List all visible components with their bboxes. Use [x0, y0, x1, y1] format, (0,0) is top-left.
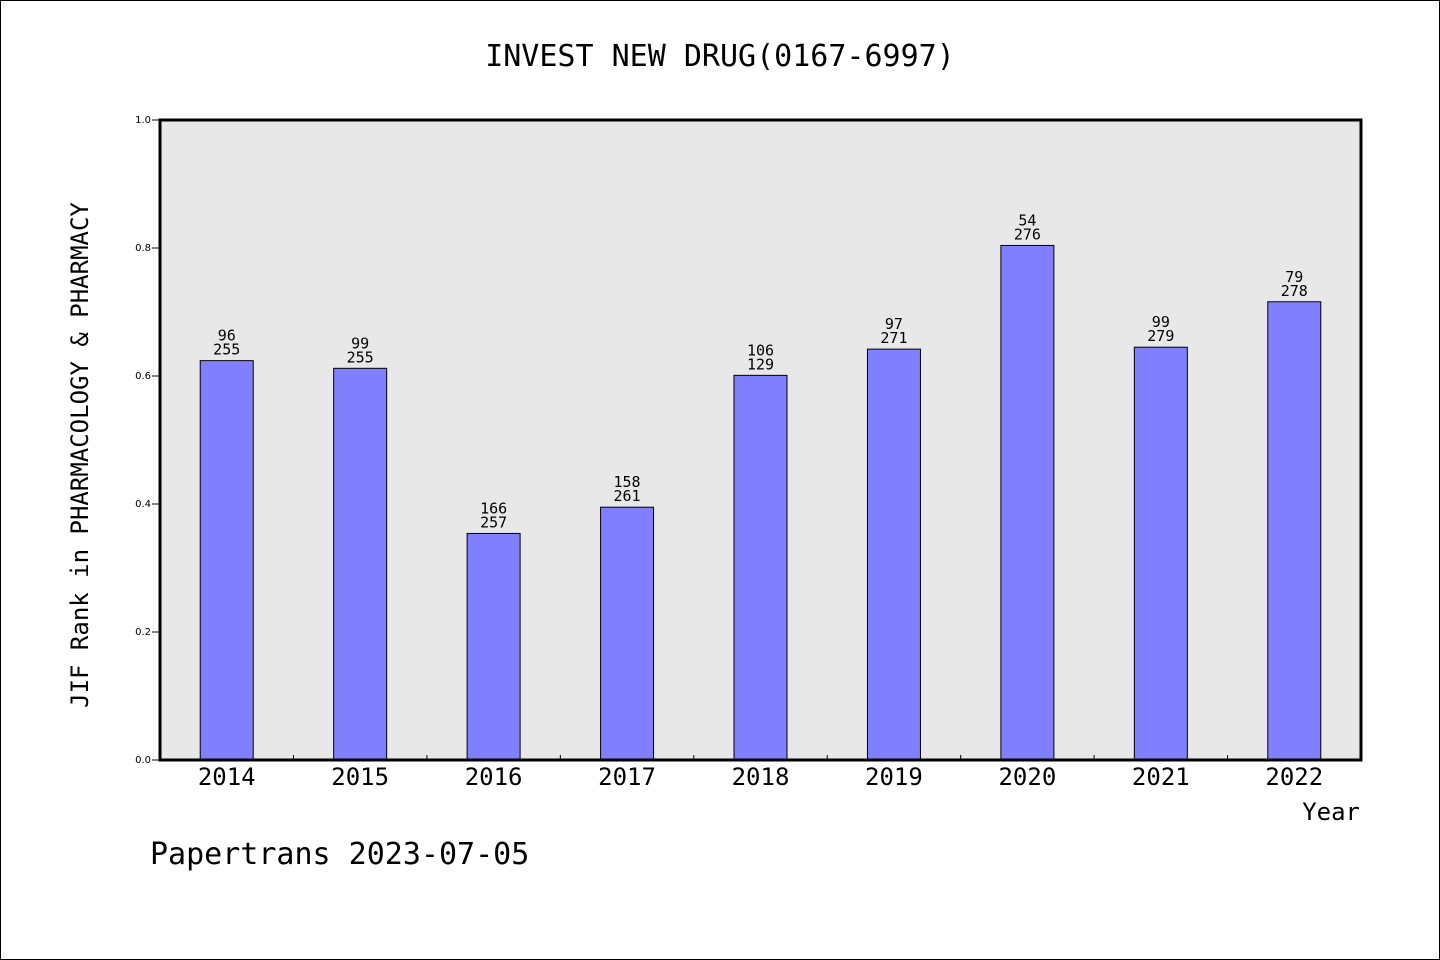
x-tick-label-2021: 2021	[1132, 763, 1190, 791]
x-tick-label-2016: 2016	[465, 763, 523, 791]
y-tick-label-0.4: 0.4	[135, 499, 151, 510]
y-tick-label-0.0: 0.0	[135, 755, 151, 766]
plot-border	[158, 118, 1363, 762]
rank-label-2017: 158	[614, 473, 641, 491]
total-label-2016: 257	[480, 513, 507, 531]
total-label-2021: 279	[1147, 327, 1174, 345]
x-tick-label-2018: 2018	[732, 763, 790, 791]
bar-2016	[466, 532, 521, 761]
total-label-2022: 278	[1281, 282, 1308, 300]
rank-label-2022: 79	[1285, 268, 1303, 286]
bar-2019	[866, 348, 921, 761]
total-label-2020: 276	[1014, 225, 1041, 243]
total-label-2015: 255	[347, 348, 374, 366]
bar-2021	[1133, 346, 1188, 761]
rank-label-2021: 99	[1152, 313, 1170, 331]
chart-title: INVEST NEW DRUG(0167-6997)	[485, 39, 955, 74]
bar-2014	[199, 360, 254, 761]
x-tick-label-2020: 2020	[998, 763, 1056, 791]
footer-credit: Papertrans 2023-07-05	[150, 837, 529, 872]
rank-label-2016: 166	[480, 499, 507, 517]
bar-2015	[333, 367, 388, 761]
x-tick-label-2019: 2019	[865, 763, 923, 791]
rank-label-2020: 54	[1018, 211, 1036, 229]
y-tick-label-0.2: 0.2	[135, 627, 151, 638]
y-tick-label-1.0: 1.0	[135, 115, 151, 126]
bar-2018	[733, 374, 788, 761]
rank-label-2015: 99	[351, 334, 369, 352]
x-axis-label: Year	[1302, 798, 1360, 826]
rank-label-2014: 96	[218, 327, 236, 345]
x-tick-label-2015: 2015	[331, 763, 389, 791]
bar-2022	[1267, 301, 1322, 761]
total-label-2018: 129	[747, 355, 774, 373]
total-label-2017: 261	[614, 487, 641, 505]
bar-2017	[600, 506, 655, 761]
y-axis-label: JIF Rank in PHARMACOLOGY & PHARMACY	[66, 202, 94, 708]
x-tick-label-2014: 2014	[198, 763, 256, 791]
x-tick-label-2017: 2017	[598, 763, 656, 791]
y-tick-label-0.6: 0.6	[135, 371, 151, 382]
y-tick-label-0.8: 0.8	[135, 243, 151, 254]
total-label-2019: 271	[880, 329, 907, 347]
rank-label-2019: 97	[885, 315, 903, 333]
total-label-2014: 255	[213, 341, 240, 359]
bar-2020	[1000, 244, 1055, 761]
rank-label-2018: 106	[747, 341, 774, 359]
x-tick-label-2022: 2022	[1265, 763, 1323, 791]
